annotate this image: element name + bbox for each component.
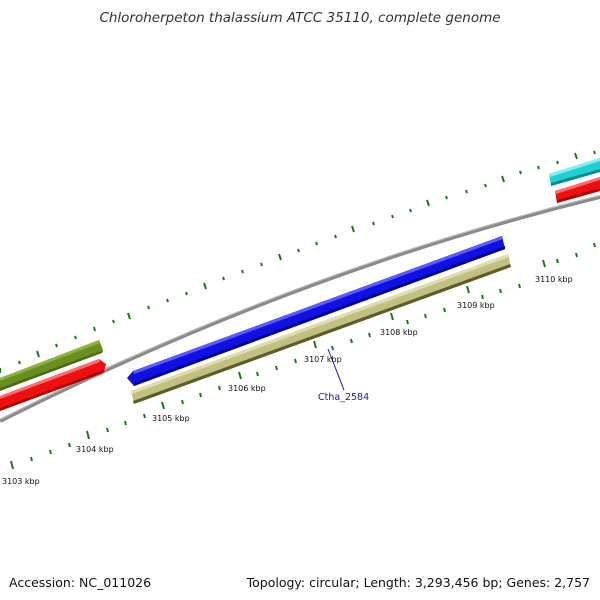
- outer-tick: [222, 276, 225, 281]
- scale-label-3106: 3106 kbp: [228, 384, 266, 393]
- inner-tick: [181, 399, 184, 405]
- outer-tick: [241, 269, 244, 274]
- outer-tick: [260, 262, 263, 267]
- kbp-tick: [542, 259, 546, 268]
- inner-tick: [106, 427, 109, 433]
- scale-label-3105: 3105 kbp: [152, 414, 190, 423]
- outer-tick: [112, 319, 115, 324]
- outer-tick: [465, 189, 468, 194]
- outer-tick: [556, 160, 559, 165]
- outer-tick: [537, 165, 540, 170]
- inner-tick: [30, 456, 33, 462]
- outer-tick-ring: [0, 150, 596, 373]
- inner-tick: [499, 288, 502, 294]
- outer-tick: [501, 175, 505, 183]
- inner-tick: [49, 449, 52, 455]
- gene-red-left: [0, 359, 106, 411]
- inner-tick: [275, 365, 278, 371]
- inner-tick: [575, 252, 578, 258]
- kbp-tick: [10, 460, 14, 470]
- outer-tick: [484, 183, 487, 188]
- outer-tick: [593, 150, 596, 155]
- outer-tick: [36, 350, 40, 358]
- gene-ctha-2584: [131, 254, 511, 404]
- inner-tick: [424, 313, 427, 319]
- outer-tick: [445, 195, 448, 200]
- kbp-tick: [238, 371, 242, 380]
- inner-tick: [368, 332, 371, 338]
- outer-tick: [185, 291, 188, 296]
- outer-tick: [351, 225, 355, 233]
- inner-tick: [218, 385, 221, 391]
- outer-tick: [93, 326, 96, 332]
- inner-tick: [443, 307, 446, 313]
- scale-label-3108: 3108 kbp: [380, 328, 418, 337]
- outer-tick: [426, 199, 430, 207]
- accession-text: Accession: NC_011026: [9, 575, 152, 590]
- map-title: Chloroherpeton thalassium ATCC 35110, co…: [99, 10, 501, 26]
- inner-tick: [350, 338, 353, 344]
- outer-tick: [203, 282, 207, 290]
- inner-tick: [143, 413, 146, 419]
- inner-tick: [331, 345, 334, 351]
- outer-tick: [147, 305, 150, 310]
- scale-label-3103: 3103 kbp: [2, 477, 40, 486]
- outer-tick: [334, 234, 337, 239]
- inner-tick: [68, 442, 71, 448]
- inner-tick: [199, 392, 202, 398]
- gene-label-leader: [327, 348, 345, 391]
- genome-backbone: [0, 195, 600, 423]
- gene-olive-left: [0, 340, 103, 391]
- outer-tick: [278, 253, 282, 261]
- outer-tick: [391, 214, 394, 219]
- inner-tick: [556, 258, 559, 264]
- inner-tick: [481, 294, 484, 300]
- outer-tick: [409, 208, 412, 213]
- gene-red-right: [555, 177, 600, 203]
- inner-tick-ring: [10, 242, 596, 470]
- scale-labels: 3103 kbp 3104 kbp 3105 kbp 3106 kbp 3107…: [2, 275, 573, 486]
- scale-label-3109: 3109 kbp: [457, 301, 495, 310]
- scale-label-3110: 3110 kbp: [535, 275, 573, 284]
- scale-label-3104: 3104 kbp: [76, 445, 114, 454]
- gene-cyan-right: [549, 158, 600, 186]
- kbp-tick: [161, 401, 165, 410]
- inner-tick: [406, 319, 409, 325]
- genome-summary-text: Topology: circular; Length: 3,293,456 bp…: [246, 575, 590, 590]
- inner-tick: [124, 420, 127, 426]
- outer-tick: [297, 248, 300, 253]
- outer-tick: [127, 312, 131, 320]
- outer-tick: [519, 170, 522, 175]
- outer-tick: [55, 343, 58, 348]
- gene-blue: [127, 236, 505, 386]
- outer-tick: [372, 221, 375, 226]
- scale-label-3107: 3107 kbp: [304, 355, 342, 364]
- inner-tick: [593, 242, 596, 248]
- outer-tick: [315, 241, 318, 246]
- genome-backbone-highlight: [0, 195, 600, 420]
- gene-label-ctha-2584[interactable]: Ctha_2584: [318, 392, 369, 403]
- outer-tick: [74, 335, 77, 340]
- kbp-tick: [86, 430, 90, 440]
- kbp-tick: [390, 312, 394, 321]
- outer-tick: [574, 152, 578, 160]
- inner-tick: [256, 371, 259, 377]
- kbp-tick: [313, 340, 317, 349]
- outer-tick: [166, 298, 169, 303]
- outer-tick: [18, 360, 21, 365]
- inner-tick: [294, 358, 297, 364]
- inner-tick: [518, 283, 521, 289]
- kbp-tick: [466, 285, 470, 294]
